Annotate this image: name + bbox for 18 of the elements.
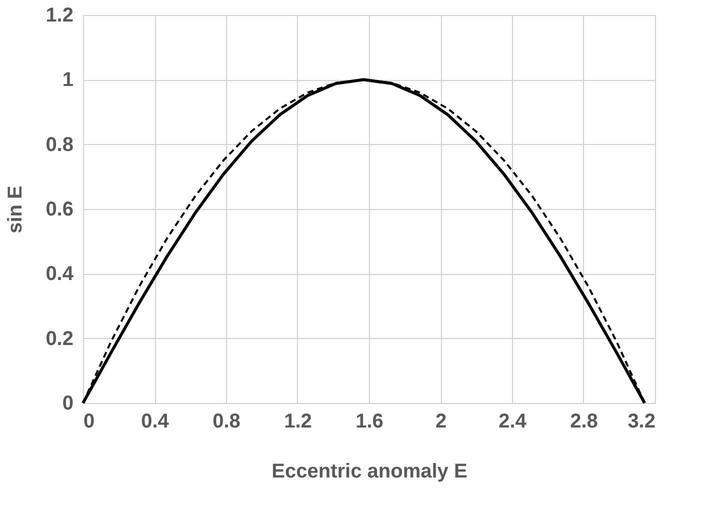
x-tick-label: 1.6 — [356, 410, 384, 432]
y-tick-label: 0.2 — [46, 328, 74, 350]
y-tick-label: 1 — [62, 69, 74, 92]
x-tick-label: 1.2 — [284, 410, 312, 432]
y-tick-label: 0 — [62, 392, 74, 414]
y-tick-label: 0.4 — [46, 263, 74, 286]
x-tick-label: 2.8 — [570, 410, 598, 432]
y-tick-label: 0.8 — [46, 134, 74, 156]
x-tick-label: 3.2 — [628, 410, 656, 432]
y-tick-label: 1.2 — [46, 4, 74, 26]
x-tick-label: 0.4 — [141, 410, 170, 432]
x-tick-label: 2.4 — [498, 410, 528, 432]
x-tick-label: 2 — [435, 410, 447, 432]
x-tick-label: 0 — [84, 410, 95, 432]
x-tick-label: 0.8 — [212, 410, 240, 432]
y-axis-title: sin E — [4, 186, 27, 234]
y-tick-label: 0.6 — [46, 198, 74, 220]
x-axis-title: Eccentric anomaly E — [272, 460, 468, 482]
